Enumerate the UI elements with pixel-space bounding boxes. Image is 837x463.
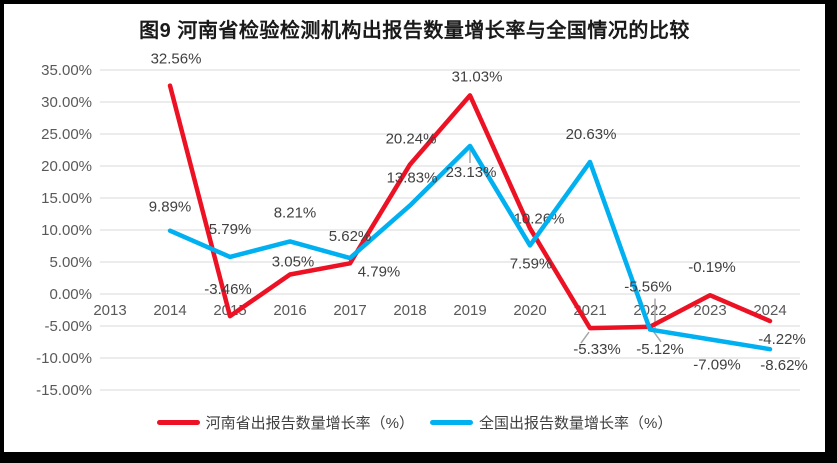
data-label-national: 23.13% bbox=[446, 164, 497, 181]
chart-title: 图9 河南省检验检测机构出报告数量增长率与全国情况的比较 bbox=[139, 20, 690, 42]
data-label-henan: -0.19% bbox=[688, 259, 736, 276]
chart-frame: 图9 河南省检验检测机构出报告数量增长率与全国情况的比较 35.00% 30.00… bbox=[4, 4, 825, 452]
data-label-henan: -4.22% bbox=[758, 331, 806, 348]
data-label-national: 9.89% bbox=[149, 199, 192, 216]
legend-swatch-henan-icon bbox=[156, 420, 200, 425]
y-axis-tick-label: 35.00% bbox=[41, 62, 92, 79]
data-label-national: -8.62% bbox=[760, 357, 808, 374]
data-label-henan: -5.33% bbox=[573, 341, 621, 358]
x-axis-tick-label: 2022 bbox=[633, 302, 666, 319]
data-label-henan: 20.24% bbox=[386, 130, 437, 147]
data-label-national: 8.21% bbox=[274, 204, 317, 221]
x-axis-tick-label: 2020 bbox=[513, 302, 546, 319]
data-label-national: 7.59% bbox=[510, 255, 553, 272]
data-label-leader-line bbox=[580, 331, 590, 344]
y-axis-tick-label: -15.00% bbox=[36, 382, 92, 399]
legend-item-henan: 河南省出报告数量增长率（%） bbox=[156, 412, 414, 433]
y-axis-tick-label: 30.00% bbox=[41, 94, 92, 111]
data-label-national: 13.83% bbox=[387, 169, 438, 186]
plot-area: 35.00% 30.00% 25.00% 20.00% 15.00% 10.00% 5.00… bbox=[36, 51, 808, 399]
data-label-henan: 3.05% bbox=[272, 253, 315, 270]
data-label-national: 5.79% bbox=[209, 221, 252, 238]
data-label-henan: 31.03% bbox=[452, 68, 503, 85]
series-line-henan bbox=[167, 83, 773, 331]
y-axis-tick-label: 25.00% bbox=[41, 126, 92, 143]
series-line-national bbox=[167, 143, 773, 352]
y-axis-tick-label: -5.00% bbox=[44, 318, 92, 335]
y-axis-tick-label: 5.00% bbox=[49, 254, 92, 271]
legend: 河南省出报告数量增长率（%） 全国出报告数量增长率（%） bbox=[4, 412, 825, 433]
data-label-henan: 32.56% bbox=[151, 51, 202, 68]
legend-label-henan: 河南省出报告数量增长率（%） bbox=[205, 415, 414, 432]
x-axis-tick-label: 2019 bbox=[453, 302, 486, 319]
data-label-henan: 4.79% bbox=[358, 263, 401, 280]
x-axis-tick-label: 2017 bbox=[333, 302, 366, 319]
data-label-henan: -3.46% bbox=[204, 281, 252, 298]
data-label-national: -7.09% bbox=[693, 356, 741, 373]
data-label-henan: 10.26% bbox=[514, 210, 565, 227]
x-axis-tick-label: 2023 bbox=[693, 302, 726, 319]
x-axis-tick-label: 2014 bbox=[153, 302, 186, 319]
data-label-national: 5.62% bbox=[329, 228, 372, 245]
legend-swatch-national-icon bbox=[430, 420, 473, 425]
data-label-national: -5.56% bbox=[624, 279, 672, 296]
y-axis-tick-label: -10.00% bbox=[36, 350, 92, 367]
x-axis-tick-label: 2024 bbox=[753, 302, 786, 319]
x-axis-tick-label: 2013 bbox=[93, 302, 126, 319]
data-label-henan: -5.12% bbox=[636, 341, 684, 358]
legend-label-national: 全国出报告数量增长率（%） bbox=[479, 415, 673, 432]
legend-item-national: 全国出报告数量增长率（%） bbox=[430, 412, 672, 433]
y-axis-tick-label: 20.00% bbox=[41, 158, 92, 175]
y-axis-tick-label: 15.00% bbox=[41, 190, 92, 207]
y-axis-tick-label: 10.00% bbox=[41, 222, 92, 239]
y-axis-tick-label: 0.00% bbox=[49, 286, 92, 303]
x-axis-tick-label: 2018 bbox=[393, 302, 426, 319]
x-axis-tick-label: 2016 bbox=[273, 302, 306, 319]
data-label-national: 20.63% bbox=[566, 126, 617, 143]
data-label-leader-line bbox=[652, 330, 662, 343]
